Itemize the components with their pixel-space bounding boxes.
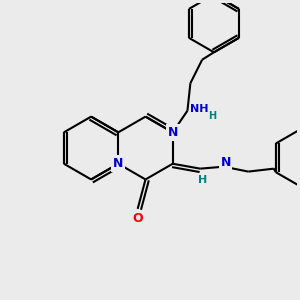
Text: H: H — [208, 111, 216, 121]
Text: O: O — [132, 212, 143, 225]
Text: N: N — [167, 126, 178, 139]
Text: H: H — [197, 176, 207, 185]
Text: N: N — [113, 157, 124, 170]
Text: N: N — [220, 156, 231, 169]
Text: NH: NH — [190, 104, 208, 114]
